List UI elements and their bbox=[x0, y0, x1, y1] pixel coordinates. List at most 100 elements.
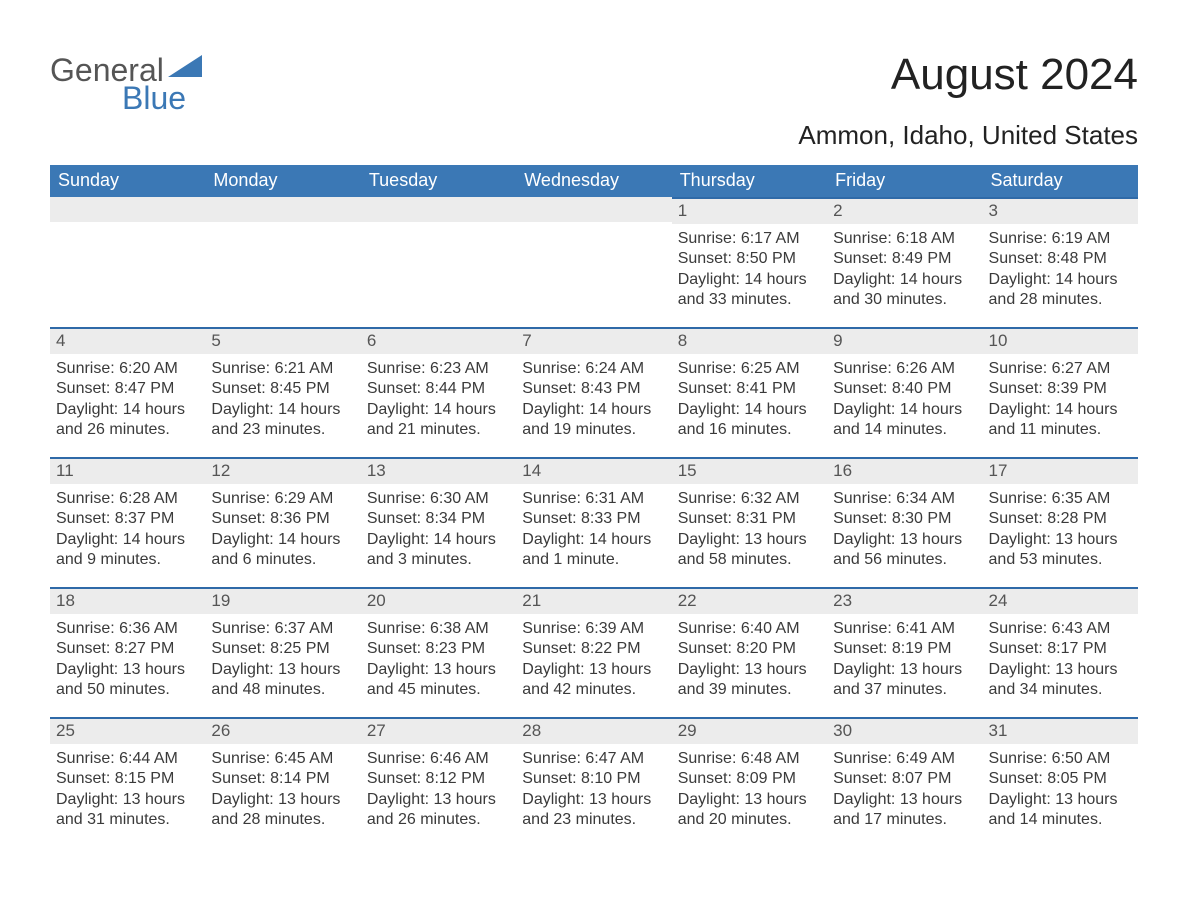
daylight-line: Daylight: 13 hours and 37 minutes. bbox=[833, 660, 976, 701]
weekday-header: Saturday bbox=[983, 165, 1138, 197]
daylight-line: Daylight: 13 hours and 17 minutes. bbox=[833, 790, 976, 831]
sunrise-value: 6:24 AM bbox=[585, 360, 644, 377]
day-number: 9 bbox=[827, 329, 982, 354]
sunrise-value: 6:41 AM bbox=[896, 620, 955, 637]
day: 30Sunrise: 6:49 AMSunset: 8:07 PMDayligh… bbox=[827, 717, 982, 831]
day-empty bbox=[361, 197, 516, 222]
daylight-line: Daylight: 13 hours and 26 minutes. bbox=[367, 790, 510, 831]
day: 8Sunrise: 6:25 AMSunset: 8:41 PMDaylight… bbox=[672, 327, 827, 441]
sunrise-value: 6:48 AM bbox=[741, 750, 800, 767]
sunrise-line: Sunrise: 6:49 AM bbox=[833, 749, 976, 769]
calendar-cell: 15Sunrise: 6:32 AMSunset: 8:31 PMDayligh… bbox=[672, 457, 827, 587]
calendar-row: 1Sunrise: 6:17 AMSunset: 8:50 PMDaylight… bbox=[50, 197, 1138, 327]
sunset-line: Sunset: 8:28 PM bbox=[989, 509, 1132, 529]
sunset-value: 8:40 PM bbox=[892, 380, 952, 397]
brand-logo: General Blue bbox=[50, 50, 202, 114]
day: 27Sunrise: 6:46 AMSunset: 8:12 PMDayligh… bbox=[361, 717, 516, 831]
sunset-line: Sunset: 8:10 PM bbox=[522, 769, 665, 789]
sunrise-value: 6:34 AM bbox=[896, 490, 955, 507]
sunset-line: Sunset: 8:19 PM bbox=[833, 639, 976, 659]
day-number: 16 bbox=[827, 459, 982, 484]
sunset-value: 8:25 PM bbox=[270, 640, 330, 657]
day-number: 4 bbox=[50, 329, 205, 354]
sunrise-line: Sunrise: 6:27 AM bbox=[989, 359, 1132, 379]
day: 21Sunrise: 6:39 AMSunset: 8:22 PMDayligh… bbox=[516, 587, 671, 701]
day: 20Sunrise: 6:38 AMSunset: 8:23 PMDayligh… bbox=[361, 587, 516, 701]
day-number: 28 bbox=[516, 719, 671, 744]
sunset-line: Sunset: 8:22 PM bbox=[522, 639, 665, 659]
daylight-value: 14 hours and 33 minutes. bbox=[678, 271, 807, 308]
calendar-cell: 11Sunrise: 6:28 AMSunset: 8:37 PMDayligh… bbox=[50, 457, 205, 587]
day-body: Sunrise: 6:17 AMSunset: 8:50 PMDaylight:… bbox=[672, 224, 827, 311]
day: 15Sunrise: 6:32 AMSunset: 8:31 PMDayligh… bbox=[672, 457, 827, 571]
calendar-cell: 18Sunrise: 6:36 AMSunset: 8:27 PMDayligh… bbox=[50, 587, 205, 717]
sunset-value: 8:39 PM bbox=[1047, 380, 1107, 397]
calendar-cell: 3Sunrise: 6:19 AMSunset: 8:48 PMDaylight… bbox=[983, 197, 1138, 327]
daylight-value: 14 hours and 21 minutes. bbox=[367, 401, 496, 438]
day: 14Sunrise: 6:31 AMSunset: 8:33 PMDayligh… bbox=[516, 457, 671, 571]
day-body: Sunrise: 6:20 AMSunset: 8:47 PMDaylight:… bbox=[50, 354, 205, 441]
sunset-line: Sunset: 8:09 PM bbox=[678, 769, 821, 789]
sunrise-line: Sunrise: 6:39 AM bbox=[522, 619, 665, 639]
day: 4Sunrise: 6:20 AMSunset: 8:47 PMDaylight… bbox=[50, 327, 205, 441]
day-body: Sunrise: 6:40 AMSunset: 8:20 PMDaylight:… bbox=[672, 614, 827, 701]
daylight-line: Daylight: 14 hours and 1 minute. bbox=[522, 530, 665, 571]
daylight-line: Daylight: 14 hours and 30 minutes. bbox=[833, 270, 976, 311]
day-empty bbox=[205, 197, 360, 222]
day-number: 21 bbox=[516, 589, 671, 614]
day-number-empty bbox=[361, 197, 516, 222]
daylight-value: 13 hours and 50 minutes. bbox=[56, 661, 185, 698]
daylight-value: 13 hours and 20 minutes. bbox=[678, 791, 807, 828]
day: 24Sunrise: 6:43 AMSunset: 8:17 PMDayligh… bbox=[983, 587, 1138, 701]
sunset-value: 8:19 PM bbox=[892, 640, 952, 657]
day-number-empty bbox=[50, 197, 205, 222]
weekday-header: Monday bbox=[205, 165, 360, 197]
sunset-value: 8:44 PM bbox=[426, 380, 486, 397]
sunrise-value: 6:45 AM bbox=[275, 750, 334, 767]
sunrise-value: 6:21 AM bbox=[275, 360, 334, 377]
sunset-value: 8:30 PM bbox=[892, 510, 952, 527]
sunset-line: Sunset: 8:12 PM bbox=[367, 769, 510, 789]
sunset-value: 8:20 PM bbox=[736, 640, 796, 657]
day-number: 6 bbox=[361, 329, 516, 354]
day-number: 29 bbox=[672, 719, 827, 744]
calendar-cell: 29Sunrise: 6:48 AMSunset: 8:09 PMDayligh… bbox=[672, 717, 827, 847]
sunrise-value: 6:31 AM bbox=[585, 490, 644, 507]
day-body: Sunrise: 6:23 AMSunset: 8:44 PMDaylight:… bbox=[361, 354, 516, 441]
daylight-line: Daylight: 14 hours and 19 minutes. bbox=[522, 400, 665, 441]
daylight-value: 13 hours and 53 minutes. bbox=[989, 531, 1118, 568]
day: 28Sunrise: 6:47 AMSunset: 8:10 PMDayligh… bbox=[516, 717, 671, 831]
sunset-value: 8:34 PM bbox=[426, 510, 486, 527]
sunset-value: 8:31 PM bbox=[736, 510, 796, 527]
sunrise-value: 6:35 AM bbox=[1052, 490, 1111, 507]
sunrise-line: Sunrise: 6:17 AM bbox=[678, 229, 821, 249]
sunset-value: 8:43 PM bbox=[581, 380, 641, 397]
sunrise-line: Sunrise: 6:25 AM bbox=[678, 359, 821, 379]
calendar-cell: 7Sunrise: 6:24 AMSunset: 8:43 PMDaylight… bbox=[516, 327, 671, 457]
daylight-value: 13 hours and 14 minutes. bbox=[989, 791, 1118, 828]
daylight-value: 14 hours and 14 minutes. bbox=[833, 401, 962, 438]
daylight-line: Daylight: 13 hours and 58 minutes. bbox=[678, 530, 821, 571]
calendar-cell: 14Sunrise: 6:31 AMSunset: 8:33 PMDayligh… bbox=[516, 457, 671, 587]
daylight-line: Daylight: 13 hours and 23 minutes. bbox=[522, 790, 665, 831]
day: 6Sunrise: 6:23 AMSunset: 8:44 PMDaylight… bbox=[361, 327, 516, 441]
daylight-line: Daylight: 14 hours and 33 minutes. bbox=[678, 270, 821, 311]
sunrise-line: Sunrise: 6:21 AM bbox=[211, 359, 354, 379]
calendar-cell: 22Sunrise: 6:40 AMSunset: 8:20 PMDayligh… bbox=[672, 587, 827, 717]
calendar-cell: 9Sunrise: 6:26 AMSunset: 8:40 PMDaylight… bbox=[827, 327, 982, 457]
sunrise-value: 6:17 AM bbox=[741, 230, 800, 247]
day-body: Sunrise: 6:44 AMSunset: 8:15 PMDaylight:… bbox=[50, 744, 205, 831]
weekday-header: Friday bbox=[827, 165, 982, 197]
day-number: 15 bbox=[672, 459, 827, 484]
calendar-cell: 10Sunrise: 6:27 AMSunset: 8:39 PMDayligh… bbox=[983, 327, 1138, 457]
sunrise-line: Sunrise: 6:20 AM bbox=[56, 359, 199, 379]
calendar-cell-empty bbox=[50, 197, 205, 327]
daylight-value: 13 hours and 56 minutes. bbox=[833, 531, 962, 568]
daylight-line: Daylight: 14 hours and 16 minutes. bbox=[678, 400, 821, 441]
weekday-header: Thursday bbox=[672, 165, 827, 197]
day-number: 12 bbox=[205, 459, 360, 484]
day-body: Sunrise: 6:37 AMSunset: 8:25 PMDaylight:… bbox=[205, 614, 360, 701]
sunrise-value: 6:38 AM bbox=[430, 620, 489, 637]
calendar-row: 25Sunrise: 6:44 AMSunset: 8:15 PMDayligh… bbox=[50, 717, 1138, 847]
sunset-value: 8:09 PM bbox=[736, 770, 796, 787]
